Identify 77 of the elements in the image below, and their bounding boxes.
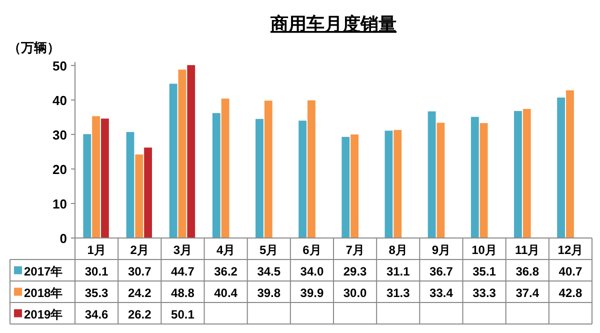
data-label: 34.0 [300,264,324,278]
x-tick-label: 4月 [216,242,236,257]
legend-label: 2017年 [24,264,63,278]
data-label: 33.4 [430,286,454,300]
data-label: 26.2 [128,307,152,322]
bar [557,98,566,238]
x-tick-label: 5月 [260,242,278,257]
y-tick-label: 10 [52,196,67,212]
data-label: 40.7 [558,264,582,278]
data-label: 34.6 [84,307,109,322]
bar [384,130,393,238]
data-label: 35.1 [472,264,496,278]
data-label: 36.8 [516,264,540,278]
y-tick-label: 0 [60,231,67,246]
x-tick-label: 3月 [173,242,192,257]
data-label: 48.8 [171,286,195,300]
data-label: 42.8 [558,286,582,300]
data-label: 30.0 [343,286,368,300]
data-label: 36.7 [430,264,454,278]
y-tick-label: 20 [52,162,67,177]
data-label: 39.8 [257,286,281,300]
y-tick-label: 30 [52,127,67,142]
bar [514,111,522,238]
bar [264,100,272,238]
bar [394,130,402,238]
bar [436,122,445,238]
bar [212,113,220,238]
data-label: 29.3 [343,264,368,278]
data-label: 35.3 [84,286,109,300]
y-tick-label: 50 [52,58,67,74]
bar [221,98,230,238]
bar [187,65,196,238]
bar [342,136,350,238]
data-label: 31.3 [386,286,410,300]
x-tick-label: 9月 [432,242,451,257]
legend-label: 2019年 [24,307,63,322]
bar [308,100,316,238]
bar [126,132,134,238]
bar [350,134,358,238]
data-label: 24.2 [128,286,152,300]
data-label: 30.7 [128,264,152,278]
x-tick-label: 2月 [130,242,149,257]
y-tick-label: 40 [52,92,67,108]
bar [92,116,100,238]
bar [428,111,436,238]
bar [298,120,307,238]
data-label: 40.4 [214,286,238,300]
data-label: 33.3 [472,286,496,300]
x-tick-label: 12月 [558,242,584,257]
data-label: 36.2 [214,264,238,278]
x-tick-label: 6月 [302,242,322,257]
data-label: 31.1 [386,264,410,278]
data-label: 37.4 [516,286,540,300]
x-tick-label: 11月 [515,242,540,257]
x-tick-label: 10月 [472,242,497,257]
bar [83,134,92,238]
data-label: 34.5 [257,264,281,278]
data-label: 50.1 [171,307,195,322]
bar [566,90,574,238]
x-tick-label: 1月 [87,242,106,257]
bar [144,148,152,238]
bar [480,123,488,238]
bar [135,154,144,238]
bar [470,116,479,238]
data-label: 44.7 [171,264,195,278]
bar [522,108,531,238]
bar [256,118,264,238]
chart-title: 商用车月度销量 [270,14,396,34]
data-label: 39.9 [300,286,324,300]
legend-label: 2018年 [24,286,63,300]
x-tick-label: 7月 [346,242,364,257]
data-label: 30.1 [84,264,109,278]
bar [100,118,109,238]
bar [178,70,186,238]
x-tick-label: 8月 [388,242,408,257]
y-axis-title: （万辆） [8,40,60,55]
bar [169,84,178,238]
